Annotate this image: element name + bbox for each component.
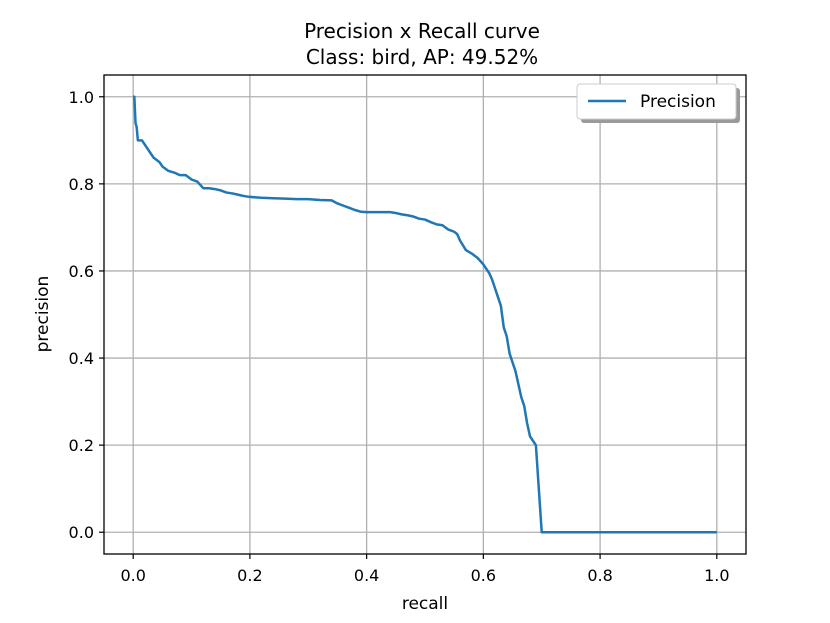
grid xyxy=(104,75,746,554)
x-tick-label: 0.6 xyxy=(471,566,496,585)
x-tick-label: 0.4 xyxy=(354,566,379,585)
y-tick-label: 0.8 xyxy=(69,175,94,194)
y-axis-label: precision xyxy=(33,276,53,353)
ticks: 0.0 0.2 0.4 0.6 0.8 1.0 0.0 0.2 0.4 0.6 0.8 1.0 xyxy=(69,88,730,585)
chart-subtitle: Class: bird, AP: 49.52% xyxy=(306,45,538,69)
x-axis-label: recall xyxy=(402,594,448,614)
x-tick-label: 1.0 xyxy=(704,566,729,585)
legend-label-precision: Precision xyxy=(640,92,716,112)
y-tick-label: 0.4 xyxy=(69,349,94,368)
plot-frame xyxy=(103,74,747,555)
legend: Precision xyxy=(576,83,740,123)
y-tick-label: 1.0 xyxy=(69,88,94,107)
y-tick-label: 0.2 xyxy=(69,436,94,455)
x-tick-label: 0.0 xyxy=(120,566,145,585)
y-tick-label: 0.0 xyxy=(69,523,94,542)
series-line-precision xyxy=(133,95,717,534)
legend-box xyxy=(576,83,737,120)
series-layer xyxy=(133,95,717,534)
x-tick-label: 0.8 xyxy=(587,566,612,585)
y-tick-label: 0.6 xyxy=(69,262,94,281)
chart-title: Precision x Recall curve xyxy=(304,19,540,43)
x-tick-label: 0.2 xyxy=(237,566,262,585)
